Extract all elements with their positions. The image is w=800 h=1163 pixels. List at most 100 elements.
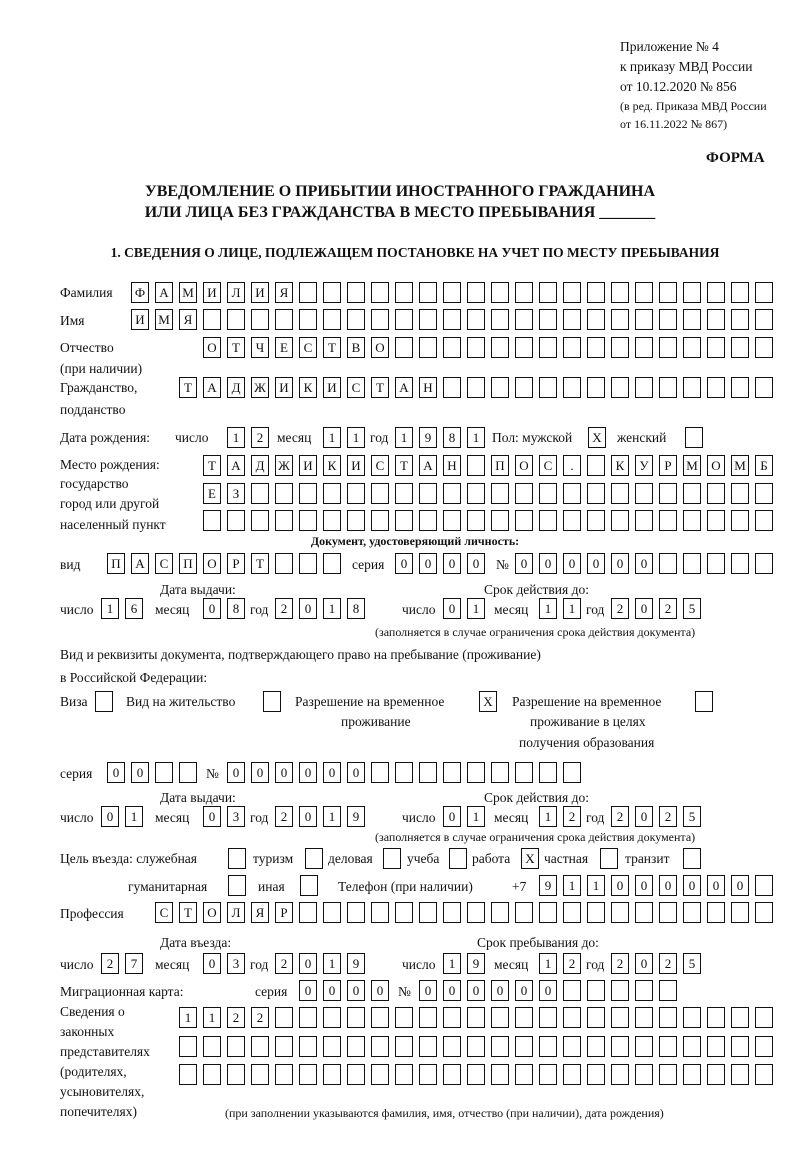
doc-series-cell[interactable]: 0 [443, 553, 461, 574]
profession-cell[interactable] [635, 902, 653, 923]
birth-place2-cell[interactable] [419, 483, 437, 504]
citizenship-cell[interactable] [611, 377, 629, 398]
doc-valid-year-cell[interactable]: 2 [659, 598, 677, 619]
birth-place2-cell[interactable] [467, 483, 485, 504]
permit-number-cell[interactable] [491, 762, 509, 783]
birth-place3-cell[interactable] [587, 510, 605, 531]
citizenship-cell[interactable]: Д [227, 377, 245, 398]
permit-valid-day-cell[interactable]: 0 [443, 806, 461, 827]
representative-3-cell[interactable] [611, 1064, 629, 1085]
purpose-humanitarian-cell[interactable] [228, 875, 246, 896]
name-cell[interactable] [731, 309, 749, 330]
citizenship-cell[interactable]: И [275, 377, 293, 398]
surname-cell[interactable]: Ф [131, 282, 149, 303]
representative-1-cell[interactable] [275, 1007, 293, 1028]
representative-3-cell[interactable] [467, 1064, 485, 1085]
representative-1-cell[interactable] [371, 1007, 389, 1028]
permit-number-cell[interactable] [419, 762, 437, 783]
entry-year-cell[interactable]: 1 [323, 953, 341, 974]
permit-valid-day-cell[interactable]: 1 [467, 806, 485, 827]
permit-number-cell[interactable] [467, 762, 485, 783]
patronymic-cell[interactable]: Т [227, 337, 245, 358]
stay-month-cell[interactable]: 2 [563, 953, 581, 974]
representative-1-cell[interactable]: 2 [227, 1007, 245, 1028]
entry-month-cell[interactable]: 3 [227, 953, 245, 974]
birth-place2-cell[interactable] [563, 483, 581, 504]
entry-month-cell[interactable]: 0 [203, 953, 221, 974]
phone-cell[interactable]: 0 [659, 875, 677, 896]
doc-number-cell[interactable] [659, 553, 677, 574]
birth-place1-cell[interactable]: Т [395, 455, 413, 476]
birth-place1-cell[interactable]: У [635, 455, 653, 476]
birth-place1-cell[interactable]: И [299, 455, 317, 476]
mc-series-cell[interactable]: 0 [299, 980, 317, 1001]
surname-cell[interactable] [395, 282, 413, 303]
birth-place3-cell[interactable] [491, 510, 509, 531]
doc-kind-cell[interactable]: Т [251, 553, 269, 574]
surname-cell[interactable] [539, 282, 557, 303]
birth-year-cell[interactable]: 1 [395, 427, 413, 448]
name-cell[interactable] [203, 309, 221, 330]
profession-cell[interactable] [563, 902, 581, 923]
mc-number-cell[interactable]: 0 [491, 980, 509, 1001]
representative-1-cell[interactable]: 2 [251, 1007, 269, 1028]
representative-3-cell[interactable] [395, 1064, 413, 1085]
surname-cell[interactable] [611, 282, 629, 303]
name-cell[interactable] [611, 309, 629, 330]
edu-residence-cell[interactable] [695, 691, 713, 712]
birth-place3-cell[interactable] [227, 510, 245, 531]
permit-issue-day-cell[interactable]: 0 [101, 806, 119, 827]
stay-year-cell[interactable]: 2 [611, 953, 629, 974]
birth-place1-cell[interactable]: К [611, 455, 629, 476]
birth-place1-cell[interactable]: Д [251, 455, 269, 476]
representative-1-cell[interactable]: 1 [203, 1007, 221, 1028]
patronymic-cell[interactable]: Е [275, 337, 293, 358]
profession-cell[interactable]: Я [251, 902, 269, 923]
name-cell[interactable]: Я [179, 309, 197, 330]
representative-1-cell[interactable] [755, 1007, 773, 1028]
patronymic-cell[interactable]: О [203, 337, 221, 358]
representative-2-cell[interactable] [179, 1036, 197, 1057]
name-cell[interactable] [347, 309, 365, 330]
surname-cell[interactable] [731, 282, 749, 303]
birth-place1-cell[interactable]: . [563, 455, 581, 476]
profession-cell[interactable] [755, 902, 773, 923]
birth-place2-cell[interactable] [707, 483, 725, 504]
phone-cell[interactable]: 0 [707, 875, 725, 896]
purpose-study-cell[interactable] [449, 848, 467, 869]
doc-number-cell[interactable] [683, 553, 701, 574]
name-cell[interactable] [491, 309, 509, 330]
doc-kind-cell[interactable] [323, 553, 341, 574]
representative-2-cell[interactable] [563, 1036, 581, 1057]
surname-cell[interactable]: И [251, 282, 269, 303]
representative-2-cell[interactable] [707, 1036, 725, 1057]
name-cell[interactable] [539, 309, 557, 330]
profession-cell[interactable] [395, 902, 413, 923]
profession-cell[interactable] [683, 902, 701, 923]
citizenship-cell[interactable] [635, 377, 653, 398]
birth-place3-cell[interactable] [371, 510, 389, 531]
doc-kind-cell[interactable] [275, 553, 293, 574]
permit-valid-year-cell[interactable]: 5 [683, 806, 701, 827]
doc-issue-month-cell[interactable]: 8 [227, 598, 245, 619]
doc-valid-month-cell[interactable]: 1 [539, 598, 557, 619]
surname-cell[interactable] [563, 282, 581, 303]
representative-2-cell[interactable] [323, 1036, 341, 1057]
surname-cell[interactable] [707, 282, 725, 303]
permit-number-cell[interactable]: 0 [299, 762, 317, 783]
representative-3-cell[interactable] [323, 1064, 341, 1085]
birth-month-cell[interactable]: 1 [323, 427, 341, 448]
birth-year-cell[interactable]: 1 [467, 427, 485, 448]
citizenship-cell[interactable] [539, 377, 557, 398]
name-cell[interactable]: И [131, 309, 149, 330]
birth-place3-cell[interactable] [515, 510, 533, 531]
birth-day-cell[interactable]: 2 [251, 427, 269, 448]
surname-cell[interactable] [347, 282, 365, 303]
surname-cell[interactable] [635, 282, 653, 303]
birth-place2-cell[interactable] [611, 483, 629, 504]
birth-place2-cell[interactable] [323, 483, 341, 504]
profession-cell[interactable] [323, 902, 341, 923]
name-cell[interactable] [587, 309, 605, 330]
surname-cell[interactable]: И [203, 282, 221, 303]
profession-cell[interactable] [491, 902, 509, 923]
